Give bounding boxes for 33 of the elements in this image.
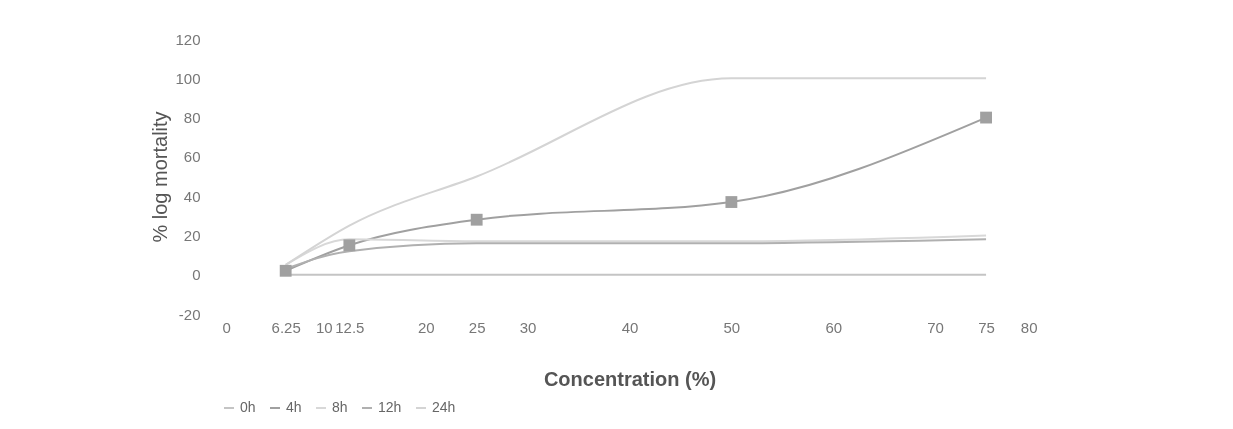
y-tick-label: 120 [175,30,201,48]
point [980,111,992,124]
x-tick-label: 25 [468,318,486,336]
x-tick-label: 12.5 [335,318,365,336]
x-axis-title: Concentration (%) [543,367,717,390]
legend-label: 8h [332,399,348,415]
y-tick-label: 20 [183,226,201,244]
y-tick-label: 100 [175,69,201,87]
y-tick-label: 80 [183,109,201,127]
legend-label: 0h [240,399,256,415]
x-tick-label: 0 [222,318,231,336]
x-tick-label: 70 [927,318,944,336]
x-tick-label: 30 [519,318,537,336]
x-tick-label: 6.25 [271,318,301,336]
y-tick-label: -20 [178,305,201,323]
x-tick-label: 80 [1020,318,1038,336]
point [343,239,356,252]
x-tick-label: 50 [723,318,741,336]
y-tick-label: 40 [183,187,201,205]
y-axis-title: % log mortality [149,111,172,243]
point [279,264,292,277]
x-tick-label: 10 [316,318,333,336]
legend-label: 24h [432,399,456,415]
x-tick-label: 40 [621,318,639,336]
point [470,213,483,226]
point [725,196,738,208]
y-tick-label: 0 [192,266,201,284]
x-tick-label: 20 [417,318,435,336]
y-tick-label: 60 [183,148,201,166]
legend-label: 4h [286,399,302,415]
legend-label: 12h [378,399,402,415]
x-tick-label: 75 [978,318,995,336]
x-tick-label: 60 [825,318,843,336]
